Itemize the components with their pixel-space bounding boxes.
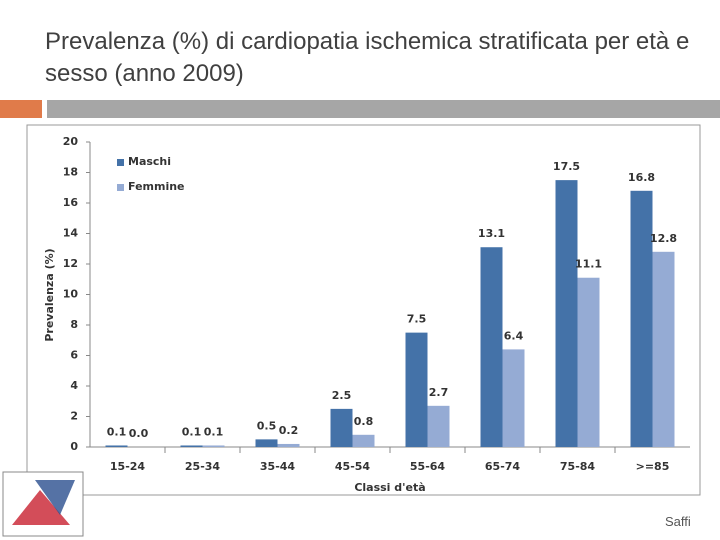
bar: [202, 445, 225, 447]
legend-swatch: [117, 159, 124, 166]
y-tick-label: 8: [70, 318, 78, 331]
legend-swatch: [117, 184, 124, 191]
legend-label: Femmine: [128, 180, 185, 193]
data-label: 0.8: [354, 415, 374, 428]
bar: [277, 443, 300, 447]
y-tick-label: 16: [63, 196, 79, 209]
data-label: 7.5: [407, 313, 427, 326]
y-tick-label: 12: [63, 257, 78, 270]
x-tick-label: >=85: [636, 460, 670, 473]
logo-shape: [12, 490, 70, 525]
bar: [180, 445, 203, 447]
data-label: 11.1: [575, 258, 602, 271]
data-label: 6.4: [504, 329, 524, 342]
y-tick-label: 6: [70, 349, 78, 362]
y-tick-label: 4: [70, 379, 78, 392]
x-tick-label: 45-54: [335, 460, 371, 473]
data-label: 12.8: [650, 232, 677, 245]
accent-bar: [0, 100, 42, 118]
y-tick-label: 2: [70, 410, 78, 423]
footer: Saffi: [665, 514, 691, 529]
bar: [480, 247, 503, 447]
data-label: 16.8: [628, 171, 655, 184]
x-tick-label: 15-24: [110, 460, 146, 473]
y-axis-label: Prevalenza (%): [43, 248, 56, 341]
x-tick-label: 35-44: [260, 460, 296, 473]
logo-shape: [35, 480, 75, 515]
x-tick-label: 25-34: [185, 460, 221, 473]
y-tick-label: 14: [63, 227, 79, 240]
data-label: 0.1: [107, 425, 127, 438]
x-tick-label: 65-74: [485, 460, 521, 473]
x-axis-label: Classi d'età: [354, 481, 425, 494]
data-label: 0.2: [279, 424, 299, 437]
x-tick-label: 55-64: [410, 460, 446, 473]
data-label: 2.5: [332, 389, 352, 402]
data-label: 2.7: [429, 386, 449, 399]
x-tick-label: 75-84: [560, 460, 596, 473]
bar: [427, 405, 450, 447]
y-tick-label: 18: [63, 166, 78, 179]
bar: [630, 190, 653, 448]
data-label: 13.1: [478, 227, 505, 240]
data-label: 0.0: [129, 427, 149, 440]
bar: [330, 408, 353, 447]
bar: [577, 277, 600, 447]
y-tick-label: 10: [63, 288, 79, 301]
data-label: 17.5: [553, 160, 580, 173]
bar: [555, 180, 578, 447]
legend-label: Maschi: [128, 155, 171, 168]
data-label: 0.1: [204, 425, 224, 438]
y-tick-label: 0: [70, 440, 78, 453]
bar: [255, 439, 278, 447]
bar: [405, 332, 428, 447]
bar: [105, 445, 128, 447]
data-label: 0.1: [182, 425, 202, 438]
bar: [352, 434, 375, 447]
slide-title: Prevalenza (%) di cardiopatia ischemica …: [45, 28, 690, 87]
y-tick-label: 20: [63, 135, 79, 148]
bar: [652, 251, 675, 447]
data-label: 0.5: [257, 419, 277, 432]
bar: [502, 349, 525, 447]
header-bar: [47, 100, 720, 118]
